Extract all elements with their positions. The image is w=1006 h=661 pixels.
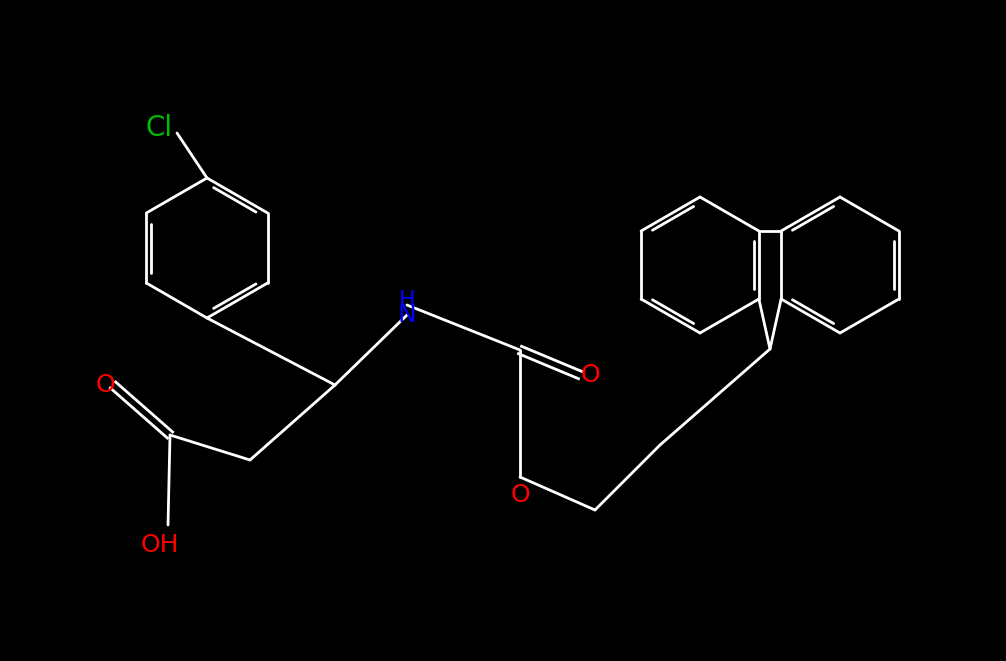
Text: O: O xyxy=(580,363,600,387)
Text: OH: OH xyxy=(141,533,179,557)
Text: N: N xyxy=(397,303,416,327)
Text: Cl: Cl xyxy=(146,114,173,142)
Text: O: O xyxy=(96,373,115,397)
Text: H: H xyxy=(398,290,415,310)
Text: O: O xyxy=(510,483,530,507)
